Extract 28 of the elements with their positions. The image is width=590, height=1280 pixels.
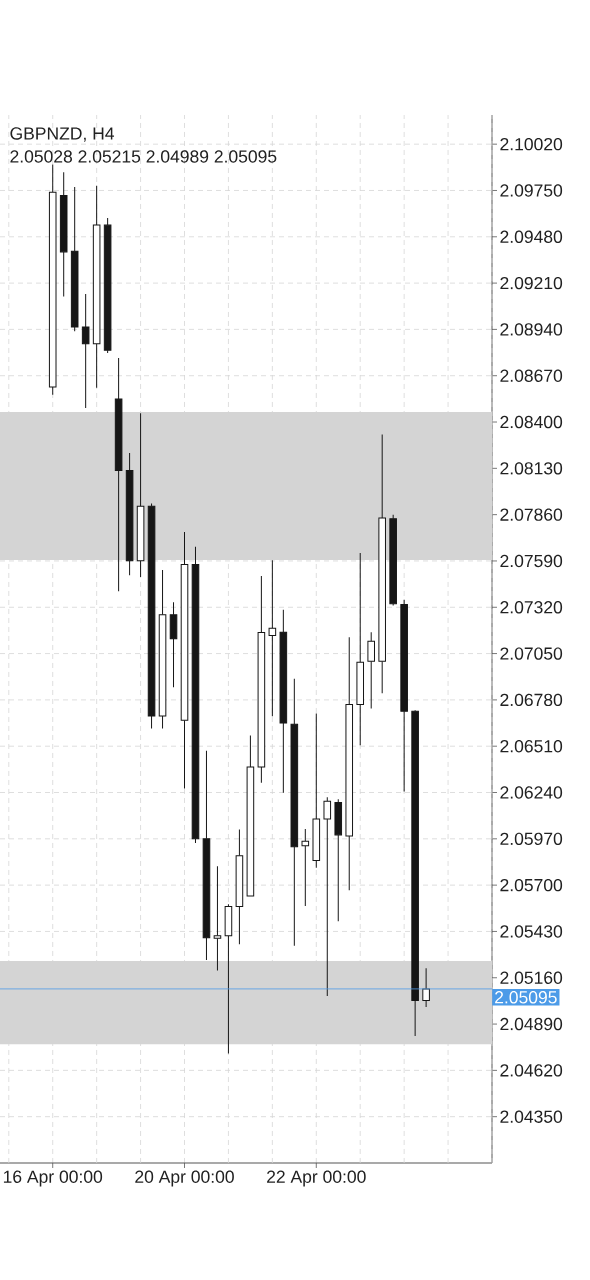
text: 2.05028 2.05215 2.04989 2.05095	[10, 150, 277, 163]
y-tick-label: 2.05700	[500, 878, 563, 892]
y-tick-label: 2.07860	[500, 508, 563, 521]
ref-line-label: 2.05095	[495, 991, 557, 1004]
y-tick-label: 2.05430	[500, 925, 563, 938]
x-tick-label: 20 Apr 00:00	[135, 1170, 234, 1187]
y-tick-label: 2.06780	[500, 693, 563, 707]
text: GBPNZD, H4	[10, 127, 115, 142]
y-tick-label: 2.10020	[500, 137, 563, 151]
y-tick-label: 2.05970	[500, 832, 563, 846]
y-tick-label: 2.08130	[500, 462, 563, 475]
y-tick-label: 2.04350	[500, 1110, 563, 1123]
y-tick-label: 2.08940	[500, 323, 563, 336]
y-tick-label: 2.04890	[500, 1017, 563, 1031]
y-tick-label: 2.04620	[500, 1064, 563, 1077]
x-tick-label: 16 Apr 00:00	[3, 1170, 103, 1187]
y-tick-label: 2.05160	[500, 971, 563, 984]
x-tick-label: 22 Apr 00:00	[267, 1170, 366, 1187]
y-tick-label: 2.09210	[500, 276, 563, 290]
y-tick-label: 2.09480	[500, 230, 563, 243]
y-tick-label: 2.06510	[500, 740, 563, 753]
y-tick-label: 2.07320	[500, 601, 563, 614]
y-tick-label: 2.07050	[500, 647, 563, 660]
y-tick-label: 2.08670	[500, 369, 563, 382]
y-tick-label: 2.07590	[500, 554, 563, 568]
y-tick-label: 2.08400	[500, 415, 563, 429]
y-tick-label: 2.06240	[500, 786, 563, 799]
y-tick-label: 2.09750	[500, 184, 563, 197]
